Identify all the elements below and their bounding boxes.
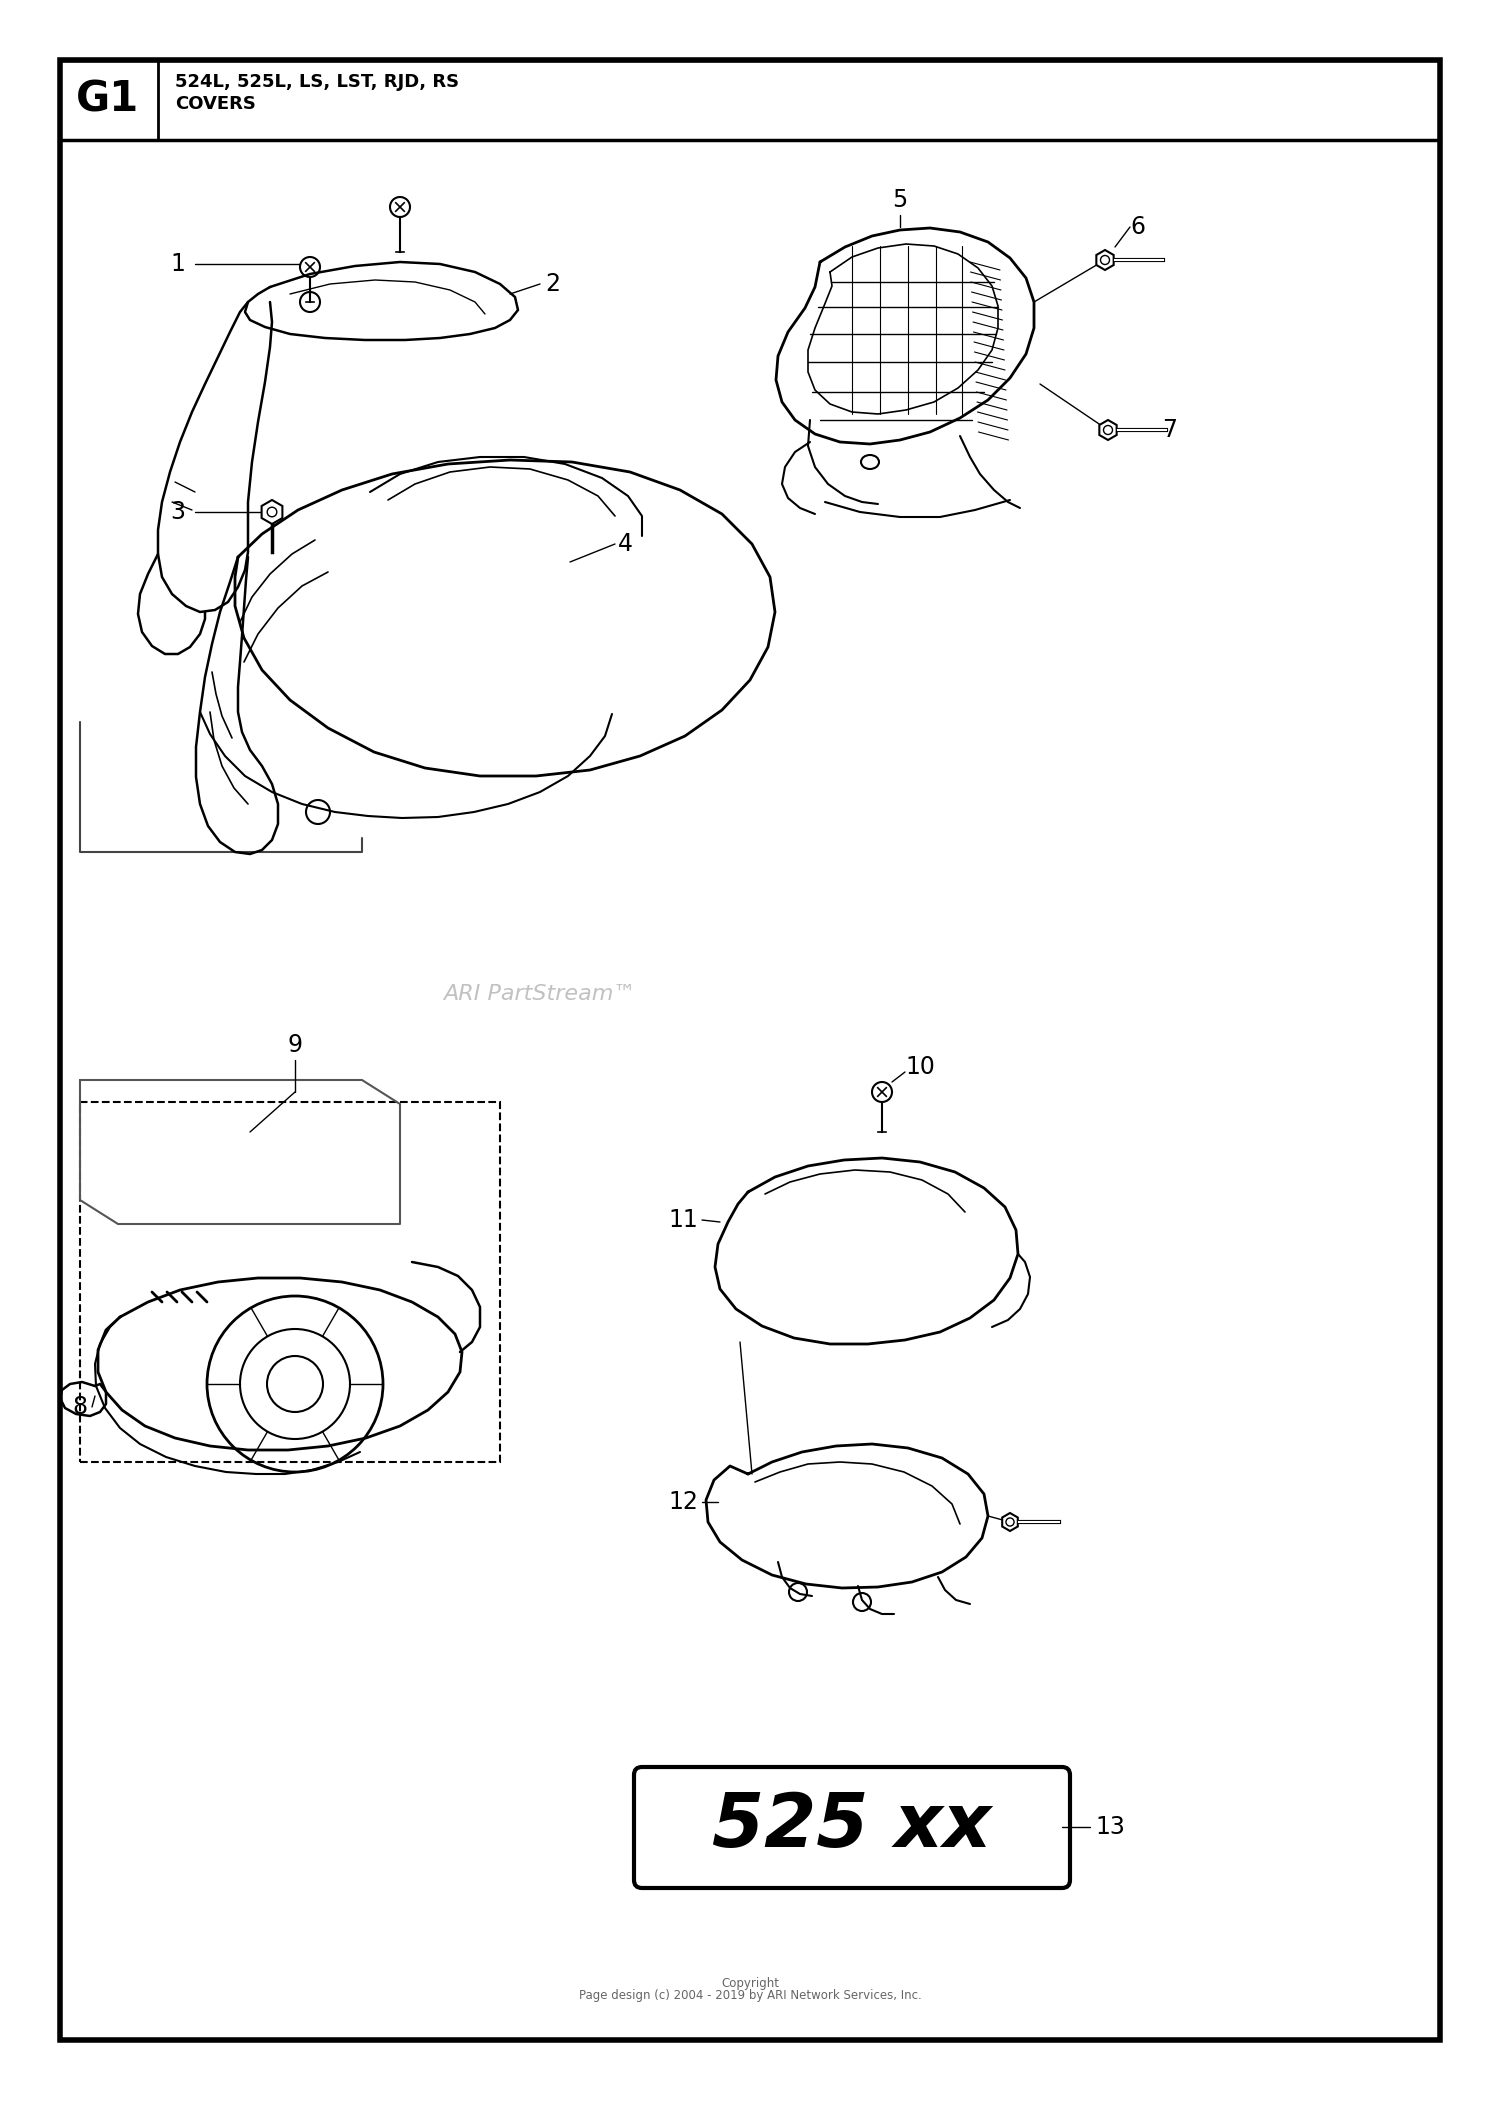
- Polygon shape: [261, 500, 282, 523]
- Text: 524L, 525L, LS, LST, RJD, RS: 524L, 525L, LS, LST, RJD, RS: [176, 74, 459, 90]
- Text: 8: 8: [74, 1396, 88, 1419]
- Text: COVERS: COVERS: [176, 95, 256, 114]
- Polygon shape: [1100, 420, 1116, 439]
- Bar: [80, 1101, 500, 1463]
- Polygon shape: [1096, 250, 1113, 269]
- Text: 9: 9: [288, 1032, 303, 1057]
- Text: G1: G1: [76, 80, 140, 122]
- Text: 5: 5: [892, 187, 908, 212]
- Text: Page design (c) 2004 - 2019 by ARI Network Services, Inc.: Page design (c) 2004 - 2019 by ARI Netwo…: [579, 1988, 921, 2001]
- Text: 11: 11: [669, 1209, 698, 1232]
- Text: 12: 12: [668, 1490, 698, 1513]
- Text: 2: 2: [544, 271, 560, 296]
- Text: 1: 1: [170, 252, 184, 275]
- Text: 3: 3: [170, 500, 184, 523]
- Polygon shape: [1002, 1513, 1019, 1530]
- Text: 10: 10: [904, 1055, 934, 1078]
- Text: 6: 6: [1130, 214, 1144, 240]
- Text: 7: 7: [1162, 418, 1178, 441]
- FancyBboxPatch shape: [634, 1768, 1070, 1888]
- Text: Copyright: Copyright: [722, 1978, 778, 1991]
- Text: 13: 13: [1095, 1814, 1125, 1839]
- Text: 525 xx: 525 xx: [712, 1791, 992, 1864]
- Text: 4: 4: [618, 532, 633, 557]
- Text: ARI PartStream™: ARI PartStream™: [444, 984, 636, 1005]
